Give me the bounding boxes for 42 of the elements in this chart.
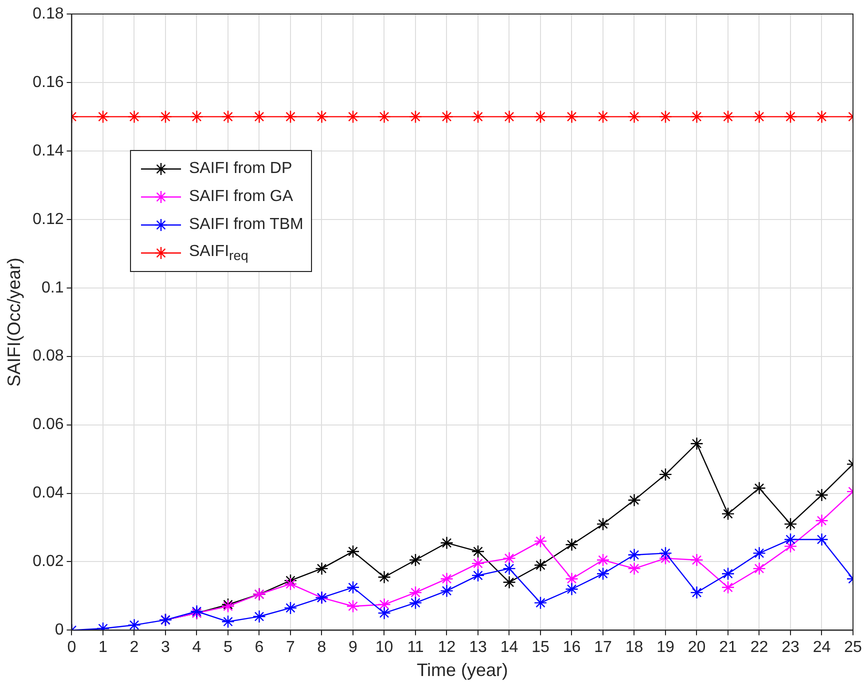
- x-tick-label: 20: [688, 639, 706, 656]
- x-tick-label: 11: [407, 639, 424, 656]
- y-tick-label: 0.14: [32, 142, 64, 160]
- x-tick-label: 24: [812, 639, 831, 656]
- x-tick-label: 25: [844, 639, 862, 656]
- x-tick-label: 2: [130, 639, 139, 656]
- x-tick-label: 4: [192, 639, 202, 656]
- legend-label: SAIFI from DP: [189, 160, 292, 178]
- x-tick-label: 23: [782, 639, 800, 656]
- x-tick-label: 12: [438, 639, 456, 656]
- y-axis-title: SAIFI(Occ/year): [4, 258, 24, 387]
- x-tick-label: 21: [719, 639, 737, 656]
- x-tick-label: 19: [656, 639, 674, 656]
- x-tick-label: 22: [750, 639, 768, 656]
- y-tick-label: 0.18: [32, 5, 64, 22]
- x-tick-label: 6: [254, 639, 264, 656]
- y-tick-label: 0: [54, 622, 64, 639]
- x-tick-label: 14: [500, 639, 518, 656]
- y-tick-label: 0.1: [41, 279, 64, 296]
- legend-label: SAIFI$_{req}$: [189, 242, 248, 264]
- y-tick-label: 0.16: [32, 74, 64, 91]
- x-tick-label: 3: [161, 639, 170, 656]
- x-tick-label: 1: [98, 639, 108, 656]
- x-tick-label: 9: [348, 639, 358, 656]
- x-axis-title: Time (year): [416, 660, 508, 680]
- legend-label: SAIFI from TBM: [189, 216, 304, 234]
- x-tick-label: 17: [594, 639, 612, 656]
- x-tick-label: 13: [469, 639, 487, 656]
- y-tick-label: 0.04: [32, 484, 64, 502]
- x-tick-label: 7: [286, 639, 296, 656]
- x-tick-label: 10: [375, 639, 394, 656]
- x-tick-label: 15: [532, 639, 550, 656]
- x-tick-label: 5: [224, 639, 233, 656]
- legend-label: SAIFI from GA: [189, 188, 294, 206]
- y-tick-label: 0.12: [32, 210, 64, 228]
- y-tick-label: 0.08: [32, 348, 64, 365]
- x-tick-label: 16: [562, 639, 581, 656]
- x-tick-label: 18: [625, 639, 644, 656]
- y-tick-label: 0.02: [32, 553, 64, 570]
- x-tick-label: 8: [317, 639, 326, 656]
- y-tick-label: 0.06: [32, 416, 64, 434]
- x-tick-label: 0: [67, 639, 76, 656]
